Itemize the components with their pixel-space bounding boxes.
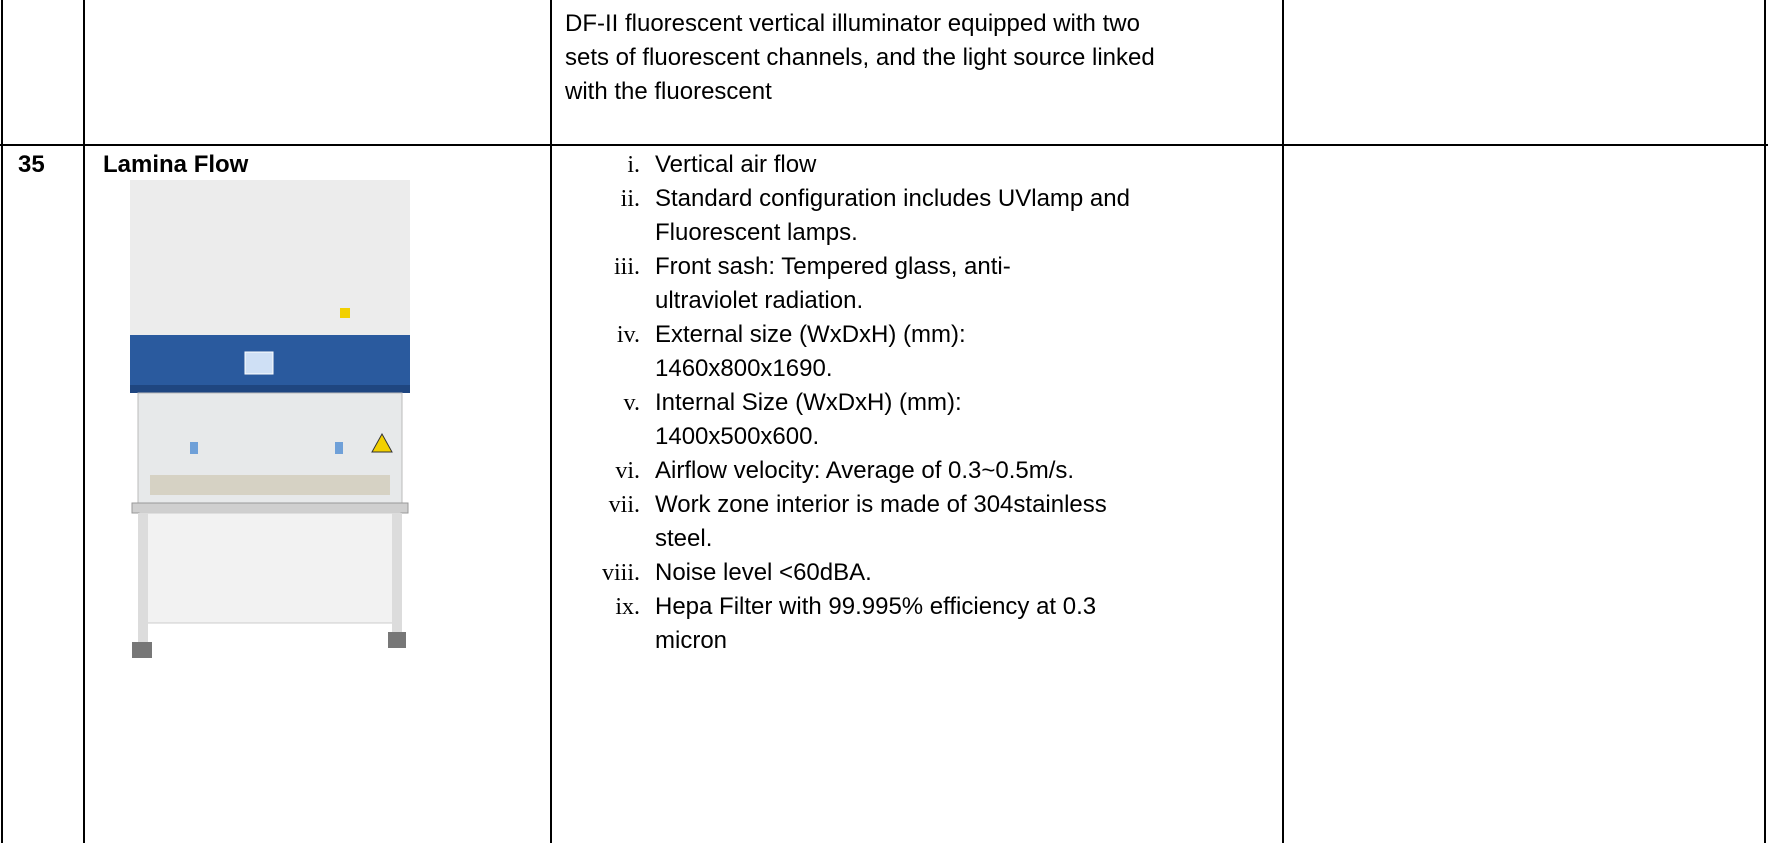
spec-marker: i. <box>560 148 655 182</box>
spec-text: Front sash: Tempered glass, anti-ultravi… <box>655 250 1011 318</box>
spec-item: vii.Work zone interior is made of 304sta… <box>560 488 1130 556</box>
description: DF-II fluorescent vertical illuminator e… <box>565 7 1155 109</box>
spec-marker: ix. <box>560 590 655 658</box>
spec-item: viii.Noise level <60dBA. <box>560 556 1130 590</box>
spec-marker: iv. <box>560 318 655 386</box>
item-name: Lamina Flow <box>103 148 248 182</box>
spec-line: Internal Size (WxDxH) (mm): <box>655 386 962 420</box>
table-border <box>1764 0 1766 843</box>
spec-line: External size (WxDxH) (mm): <box>655 318 966 352</box>
spec-marker: ii. <box>560 182 655 250</box>
spec-item: i.Vertical air flow <box>560 148 1130 182</box>
spec-text: Airflow velocity: Average of 0.3~0.5m/s. <box>655 454 1074 488</box>
document: DF-II fluorescent vertical illuminator e… <box>0 0 1768 843</box>
spec-item: iii.Front sash: Tempered glass, anti-ult… <box>560 250 1130 318</box>
spec-line: ultraviolet radiation. <box>655 284 1011 318</box>
spec-text: Hepa Filter with 99.995% efficiency at 0… <box>655 590 1096 658</box>
row-border <box>0 144 1768 146</box>
table-border <box>550 0 552 843</box>
product-image <box>110 180 430 685</box>
spec-line: 1400x500x600. <box>655 420 962 454</box>
spec-text: External size (WxDxH) (mm):1460x800x1690… <box>655 318 966 386</box>
spec-marker: vii. <box>560 488 655 556</box>
spec-item: v.Internal Size (WxDxH) (mm):1400x500x60… <box>560 386 1130 454</box>
table-border <box>1282 0 1284 843</box>
description-line: with the fluorescent <box>565 75 1155 109</box>
description-line: DF-II fluorescent vertical illuminator e… <box>565 7 1155 41</box>
spec-line: Front sash: Tempered glass, anti- <box>655 250 1011 284</box>
spec-text: Vertical air flow <box>655 148 816 182</box>
spec-line: steel. <box>655 522 1107 556</box>
spec-marker: vi. <box>560 454 655 488</box>
description-line: sets of fluorescent channels, and the li… <box>565 41 1155 75</box>
table-border <box>83 0 85 843</box>
spec-text: Work zone interior is made of 304stainle… <box>655 488 1107 556</box>
spec-line: 1460x800x1690. <box>655 352 966 386</box>
item-number: 35 <box>18 148 45 182</box>
spec-item: iv.External size (WxDxH) (mm):1460x800x1… <box>560 318 1130 386</box>
spec-item: ii.Standard configuration includes UVlam… <box>560 182 1130 250</box>
spec-line: micron <box>655 624 1096 658</box>
spec-line: Fluorescent lamps. <box>655 216 1130 250</box>
spec-line: Work zone interior is made of 304stainle… <box>655 488 1107 522</box>
spec-marker: v. <box>560 386 655 454</box>
spec-text: Standard configuration includes UVlamp a… <box>655 182 1130 250</box>
spec-line: Noise level <60dBA. <box>655 556 872 590</box>
spec-text: Internal Size (WxDxH) (mm):1400x500x600. <box>655 386 962 454</box>
spec-item: vi.Airflow velocity: Average of 0.3~0.5m… <box>560 454 1130 488</box>
spec-item: ix.Hepa Filter with 99.995% efficiency a… <box>560 590 1130 658</box>
spec-marker: viii. <box>560 556 655 590</box>
table-border <box>1 0 3 843</box>
spec-text: Noise level <60dBA. <box>655 556 872 590</box>
spec-marker: iii. <box>560 250 655 318</box>
spec-line: Airflow velocity: Average of 0.3~0.5m/s. <box>655 454 1074 488</box>
spec-line: Standard configuration includes UVlamp a… <box>655 182 1130 216</box>
spec-line: Vertical air flow <box>655 148 816 182</box>
spec-line: Hepa Filter with 99.995% efficiency at 0… <box>655 590 1096 624</box>
